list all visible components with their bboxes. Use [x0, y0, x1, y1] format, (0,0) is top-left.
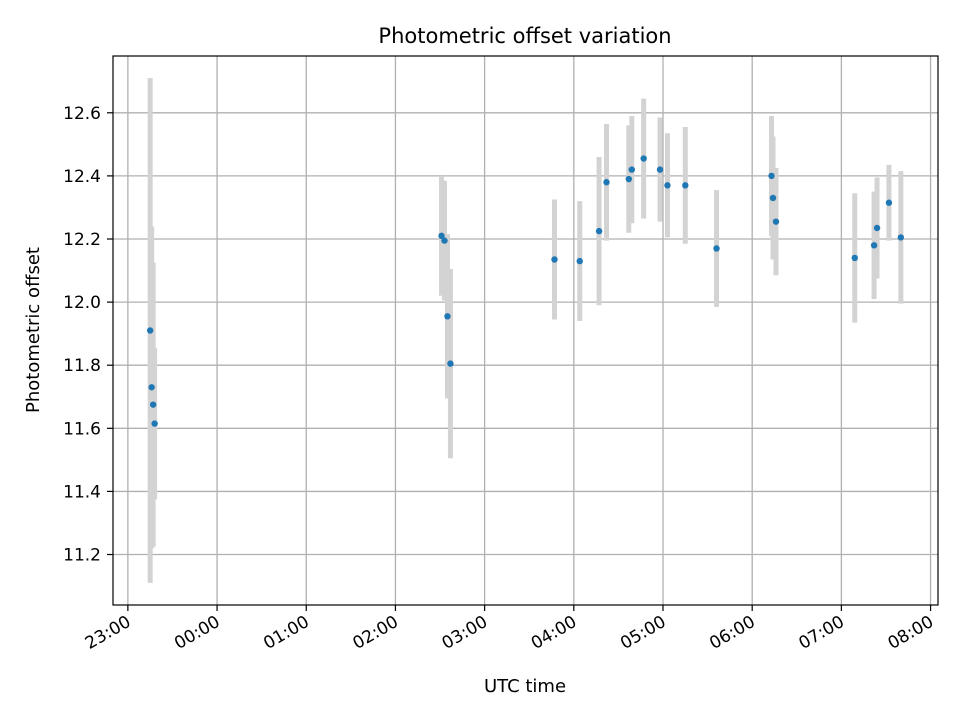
- data-point: [576, 257, 583, 265]
- y-tick-label: 12.6: [63, 104, 101, 124]
- data-point: [628, 166, 635, 173]
- y-tick-label: 12.4: [63, 167, 101, 187]
- grid: [113, 56, 938, 605]
- data-point: [149, 401, 157, 408]
- y-axis-ticks: 11.2 11.4 11.6 11.8 12.0 12.2 12.4 12.6: [63, 104, 113, 566]
- data-point: [769, 194, 777, 202]
- data-point: [897, 234, 905, 241]
- data-point: [148, 384, 155, 391]
- y-tick-label: 12.2: [63, 230, 101, 250]
- y-tick-label: 11.4: [63, 482, 101, 502]
- data-point: [640, 155, 647, 162]
- data-point: [438, 232, 445, 240]
- y-tick-label: 11.6: [63, 419, 101, 439]
- data-point: [873, 224, 881, 232]
- y-tick-label: 11.8: [63, 356, 101, 376]
- data-point: [444, 313, 451, 320]
- data-point: [146, 327, 154, 334]
- data-points: [146, 155, 905, 427]
- data-point: [625, 175, 633, 183]
- data-point: [885, 199, 893, 206]
- data-point: [664, 182, 671, 189]
- data-point: [595, 227, 603, 235]
- data-point: [870, 242, 878, 249]
- data-point: [447, 360, 454, 367]
- data-point: [441, 237, 448, 244]
- plot-frame: [112, 55, 939, 606]
- x-axis-label: UTC time: [484, 676, 566, 697]
- data-point: [768, 172, 775, 180]
- data-point: [851, 254, 858, 262]
- data-point: [551, 256, 558, 263]
- y-tick-label: 12.0: [63, 293, 101, 313]
- data-point: [603, 179, 610, 186]
- y-tick-label: 11.2: [63, 546, 101, 566]
- data-point: [713, 245, 720, 252]
- data-point: [682, 182, 689, 189]
- y-axis-label: Photometric offset: [23, 247, 44, 413]
- data-point: [772, 218, 780, 225]
- data-point: [151, 420, 158, 427]
- chart-title: Photometric offset variation: [378, 24, 671, 48]
- data-point: [656, 166, 664, 173]
